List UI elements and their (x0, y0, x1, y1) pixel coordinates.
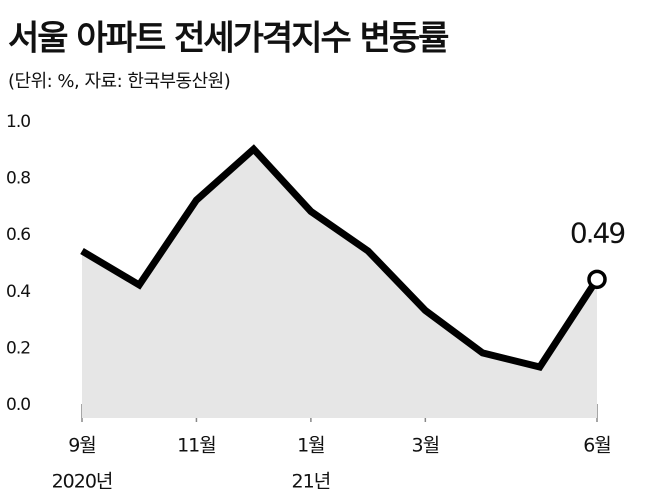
x-tick-label: 3월 (412, 435, 440, 457)
y-tick-label: 0.8 (6, 169, 30, 189)
point-marker (587, 269, 607, 290)
chart-subtitle: (단위: %, 자료: 한국부동산원) (8, 71, 230, 92)
x-tick-label: 11월 (177, 435, 216, 457)
line (80, 144, 600, 372)
y-tick-label: 0.2 (6, 338, 30, 358)
x-tick-label: 9월 (68, 435, 96, 457)
y-tick-label: 0.6 (6, 225, 30, 245)
area (82, 149, 597, 418)
x-tick-label: 1월 (297, 435, 325, 457)
x-year-label: 21년 (292, 471, 331, 493)
data-label: 0.49 (570, 216, 625, 249)
x-tick-label: 6월 (583, 435, 611, 457)
chart-title: 서울 아파트 전세가격지수 변동률 (8, 19, 449, 59)
y-tick-label: 0.0 (6, 395, 30, 415)
x-year-label: 2020년 (52, 471, 113, 493)
y-tick-label: 0.4 (6, 282, 30, 302)
y-tick-label: 1.0 (6, 112, 30, 132)
